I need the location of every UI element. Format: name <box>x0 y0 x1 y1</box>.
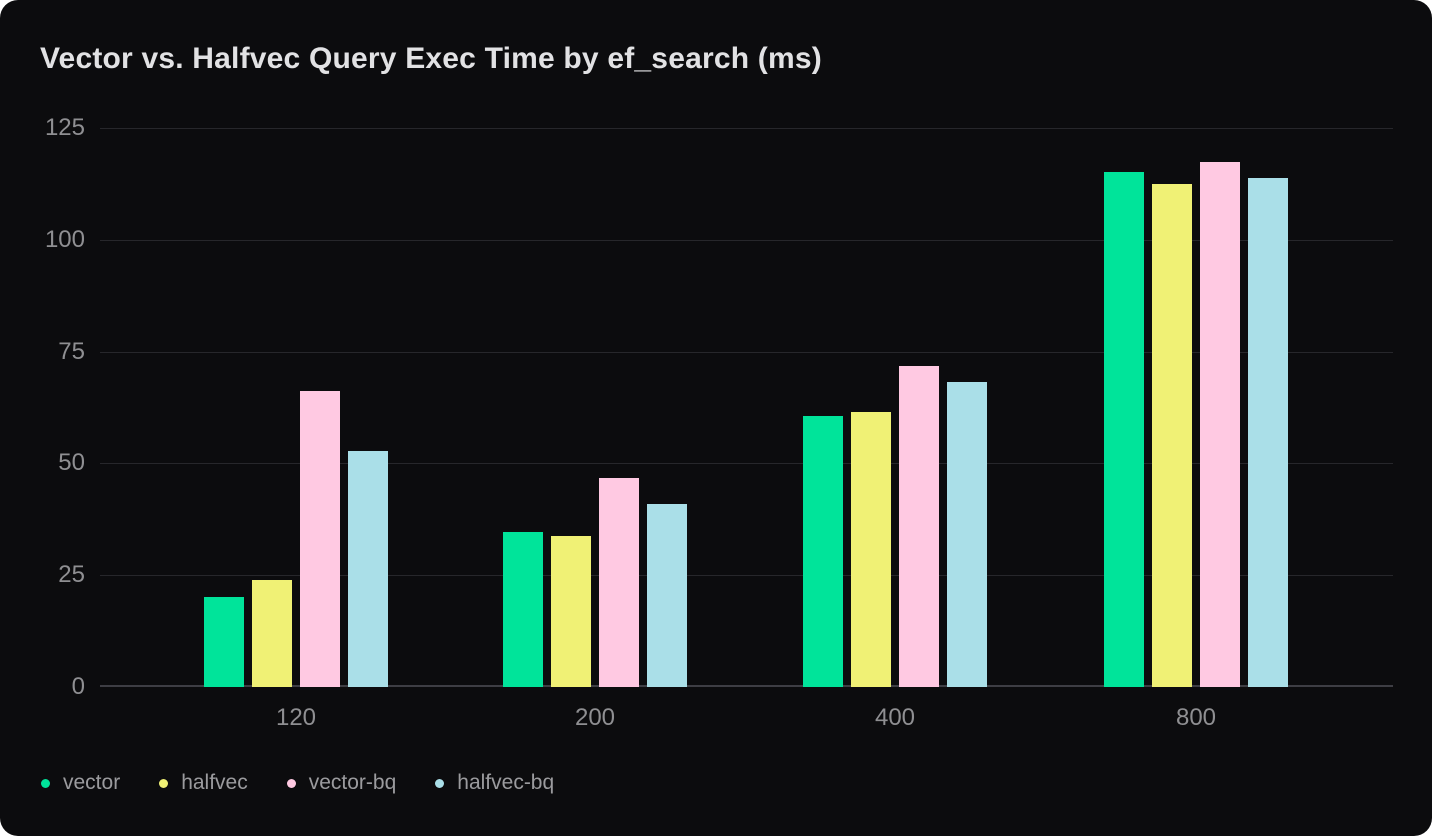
legend-item-vector[interactable]: vector <box>41 769 120 797</box>
legend-item-vector-bq[interactable]: vector-bq <box>286 769 397 797</box>
legend-label: halfvec <box>181 771 248 794</box>
legend-dot-icon <box>41 778 50 788</box>
y-axis-tick-label-50: 50 <box>58 449 85 476</box>
legend-label: vector <box>63 771 121 794</box>
plot-area <box>100 128 1393 687</box>
bar-vector-bq-120[interactable] <box>300 391 340 687</box>
bar-group-120 <box>204 128 388 687</box>
gridline-y-100 <box>100 240 1393 241</box>
legend: vector halfvec vector-bq halfvec-bq <box>41 769 554 797</box>
bar-halfvec-bq-800[interactable] <box>1248 177 1288 687</box>
y-axis-tick-label-0: 0 <box>71 673 85 700</box>
gridline-y-75 <box>100 352 1393 353</box>
x-axis-tick-label-200: 200 <box>574 704 616 731</box>
bar-group-400 <box>803 128 987 687</box>
x-axis-tick-label-400: 400 <box>874 704 916 731</box>
gridline-y-0 <box>100 685 1393 687</box>
bar-halfvec-200[interactable] <box>551 536 591 687</box>
bar-halfvec-bq-200[interactable] <box>647 504 687 687</box>
x-axis-tick-label-800: 800 <box>1175 704 1217 731</box>
bar-vector-800[interactable] <box>1104 171 1144 687</box>
bar-halfvec-400[interactable] <box>851 412 891 687</box>
bar-vector-bq-400[interactable] <box>899 365 939 687</box>
bar-vector-400[interactable] <box>803 416 843 687</box>
bar-vector-120[interactable] <box>204 596 244 687</box>
legend-dot-icon <box>286 778 296 788</box>
legend-label: vector-bq <box>308 771 397 794</box>
x-axis-tick-label-120: 120 <box>275 704 317 731</box>
gridline-y-25 <box>100 575 1393 576</box>
legend-dot-icon <box>159 778 169 788</box>
bar-vector-200[interactable] <box>503 531 543 687</box>
legend-dot-icon <box>435 778 445 788</box>
bar-group-800 <box>1104 128 1288 687</box>
bar-halfvec-800[interactable] <box>1152 183 1192 687</box>
page-title: Vector vs. Halfvec Query Exec Time by ef… <box>40 42 822 75</box>
y-axis-tick-label-125: 125 <box>44 114 85 141</box>
bar-group-200 <box>503 128 687 687</box>
gridline-y-125 <box>100 128 1393 129</box>
gridline-y-50 <box>100 463 1393 464</box>
legend-label: halfvec-bq <box>457 771 555 794</box>
legend-item-halfvec[interactable]: halfvec <box>159 769 248 797</box>
bar-halfvec-bq-120[interactable] <box>348 451 388 687</box>
bar-vector-bq-800[interactable] <box>1200 162 1240 687</box>
y-axis-tick-label-100: 100 <box>44 226 85 253</box>
bar-vector-bq-200[interactable] <box>599 477 639 687</box>
legend-item-halfvec-bq[interactable]: halfvec-bq <box>435 769 554 797</box>
y-axis-tick-label-75: 75 <box>58 338 85 365</box>
bar-halfvec-120[interactable] <box>252 580 292 687</box>
y-axis-tick-label-25: 25 <box>58 561 85 588</box>
bar-halfvec-bq-400[interactable] <box>947 381 987 687</box>
